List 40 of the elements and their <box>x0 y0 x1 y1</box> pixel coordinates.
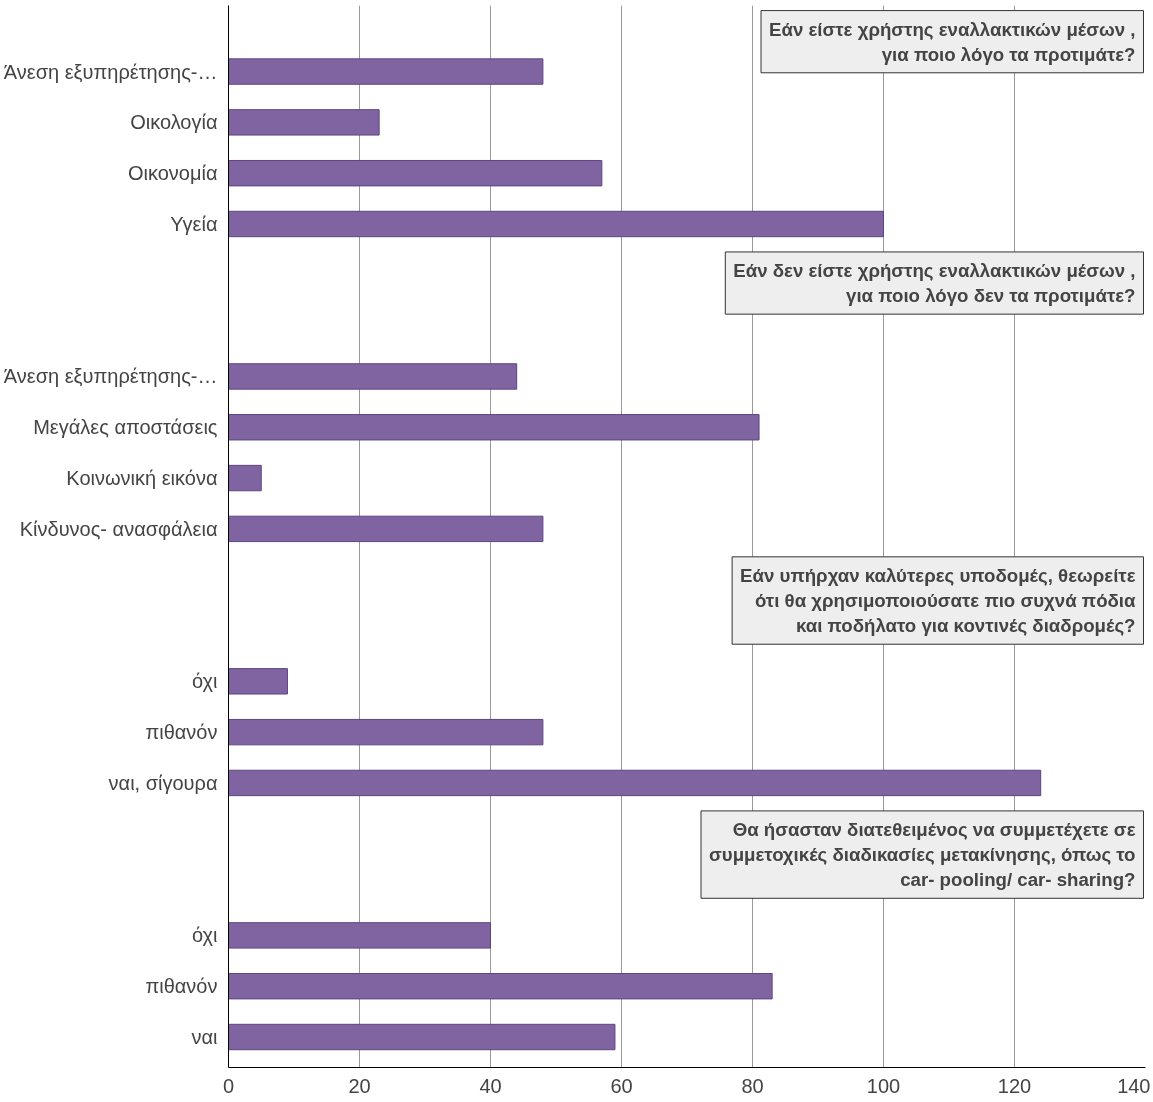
y-tick-label: Οικονομία <box>127 162 218 185</box>
x-tick-label: 60 <box>610 1074 633 1097</box>
y-tick-label: Άνεση εξυπηρέτησης-… <box>3 365 218 388</box>
x-tick-label: 100 <box>866 1074 901 1097</box>
x-tick-label: 20 <box>348 1074 371 1097</box>
bar <box>228 414 760 441</box>
bar <box>228 1023 616 1051</box>
x-tick-label: 40 <box>479 1074 502 1097</box>
bar <box>228 718 544 746</box>
annotation: Εάν είστε χρήστης εναλλακτικών μέσων , για ποιο λόγο τα προτιμάτε? <box>769 18 1136 65</box>
y-tick-label: όχι <box>191 670 218 693</box>
x-tick-label: 120 <box>997 1074 1032 1097</box>
bar <box>228 363 518 390</box>
y-tick-label: Μεγάλες αποστάσεις <box>33 416 218 439</box>
bar <box>228 515 544 543</box>
bar <box>228 973 773 1000</box>
annotation: Θα ήσασταν διατεθειμένος να συμμετέχετε σε συμμετοχικές διαδικασίες μετακίνησης, όπως το car- pooling/ car- sharing? <box>709 818 1136 891</box>
bar <box>228 58 544 85</box>
bar <box>228 210 884 238</box>
y-tick-label: Κίνδυνος- ανασφάλεια <box>19 517 218 540</box>
bar <box>228 922 491 949</box>
bar <box>228 109 380 136</box>
y-tick-label: Υγεία <box>170 213 218 235</box>
annotation: Εάν δεν είστε χρήστης εναλλακτικών μέσων , για ποιο λόγο δεν τα προτιμάτε? <box>733 259 1136 307</box>
bar <box>228 668 288 695</box>
y-tick-label: Κοινωνική εικόνα <box>66 467 218 490</box>
y-tick-label: πιθανόν <box>145 975 218 998</box>
x-tick-label: 80 <box>741 1074 764 1097</box>
bar <box>228 159 603 187</box>
y-tick-label: ναι <box>191 1026 218 1049</box>
y-tick-label: πιθανόν <box>145 721 218 744</box>
y-tick-label: Άνεση εξυπηρέτησης-… <box>3 60 218 83</box>
y-tick-label: Οικολογία <box>130 111 218 134</box>
y-tick-label: όχι <box>191 924 218 947</box>
bar <box>228 464 262 492</box>
x-tick-label: 0 <box>222 1074 235 1097</box>
annotation: Εάν υπήρχαν καλύτερες υποδομές, θεωρείτε ότι θα χρησιμοποιούσατε πιο συχνά πόδια και ποδήλατο για κοντινές διαδρομές? <box>740 564 1137 637</box>
x-tick-label: 140 <box>1117 1074 1151 1097</box>
y-tick-label: ναι, σίγουρα <box>108 771 218 794</box>
bar <box>228 769 1042 797</box>
